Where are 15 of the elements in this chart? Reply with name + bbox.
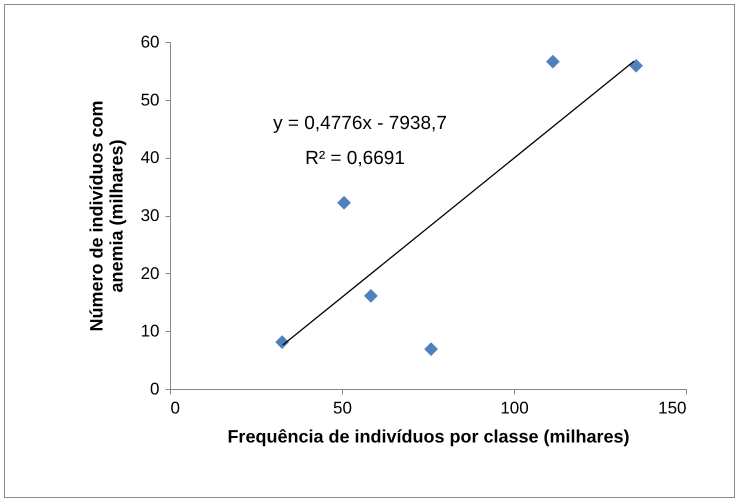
y-axis-title: Número de indivíduos com anemia (milhares) (86, 100, 127, 332)
annotation: y = 0,4776x - 7938,7 (273, 113, 447, 134)
x-axis-title: Frequência de indivíduos por classe (milhares) (227, 426, 630, 446)
y-tick-label: 20 (140, 264, 160, 283)
y-tick-label: 50 (140, 90, 160, 110)
x-tick-label: 50 (333, 398, 352, 418)
y-tick-label: 30 (140, 206, 160, 225)
annotation: R² = 0,6691 (305, 148, 405, 169)
y-tick-label: 0 (150, 380, 160, 398)
x-tick-label: 0 (170, 398, 180, 418)
x-tick-label: 100 (500, 398, 529, 418)
y-tick-label: 40 (140, 148, 160, 168)
y-tick-label: 60 (140, 32, 160, 52)
x-tick-label: 150 (658, 398, 686, 418)
y-tick-label: 10 (140, 322, 160, 341)
